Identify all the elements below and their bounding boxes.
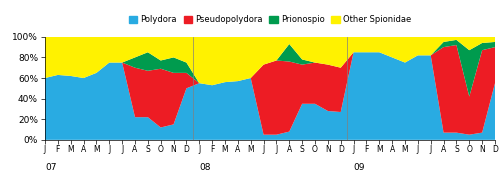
Text: 07: 07	[45, 163, 56, 172]
Text: 08: 08	[200, 163, 211, 172]
Text: 09: 09	[354, 163, 365, 172]
Legend: Polydora, Pseudopolydora, Prionospio, Other Spionidae: Polydora, Pseudopolydora, Prionospio, Ot…	[126, 12, 414, 28]
